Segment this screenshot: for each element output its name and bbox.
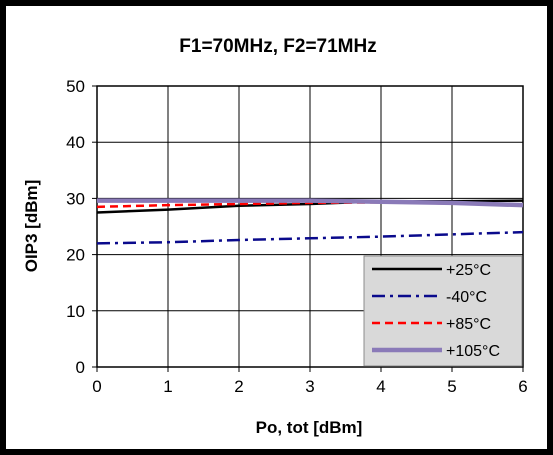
y-tick-label: 20	[66, 246, 85, 265]
y-axis-label: OIP3 [dBm]	[22, 180, 41, 273]
y-tick-label: 50	[66, 77, 85, 96]
y-tick-label: 40	[66, 133, 85, 152]
x-tick-label: 6	[518, 377, 527, 396]
x-tick-label: 4	[376, 377, 385, 396]
legend-label: +25°C	[446, 262, 491, 279]
legend: +25°C -40°C +85°C +105°C	[363, 255, 523, 367]
x-tick-label: 2	[234, 377, 243, 396]
y-axis: 0 10 20 30 40 50	[66, 77, 97, 377]
x-tick-label: 3	[305, 377, 314, 396]
x-tick-label: 0	[92, 377, 101, 396]
legend-label: -40°C	[446, 289, 487, 306]
y-tick-label: 10	[66, 302, 85, 321]
x-tick-label: 1	[163, 377, 172, 396]
legend-label: +105°C	[446, 343, 500, 360]
legend-box	[363, 255, 523, 367]
x-axis: 0 1 2 3 4 5 6	[92, 367, 528, 396]
chart-title: F1=70MHz, F2=71MHz	[179, 36, 376, 57]
series-line-4	[97, 198, 524, 208]
x-tick-label: 5	[447, 377, 456, 396]
series-lines	[96, 198, 524, 245]
x-axis-label: Po, tot [dBm]	[256, 418, 363, 437]
legend-label: +85°C	[446, 316, 491, 333]
series-line-2	[96, 230, 524, 245]
y-tick-label: 0	[76, 358, 85, 377]
y-tick-label: 30	[66, 189, 85, 208]
